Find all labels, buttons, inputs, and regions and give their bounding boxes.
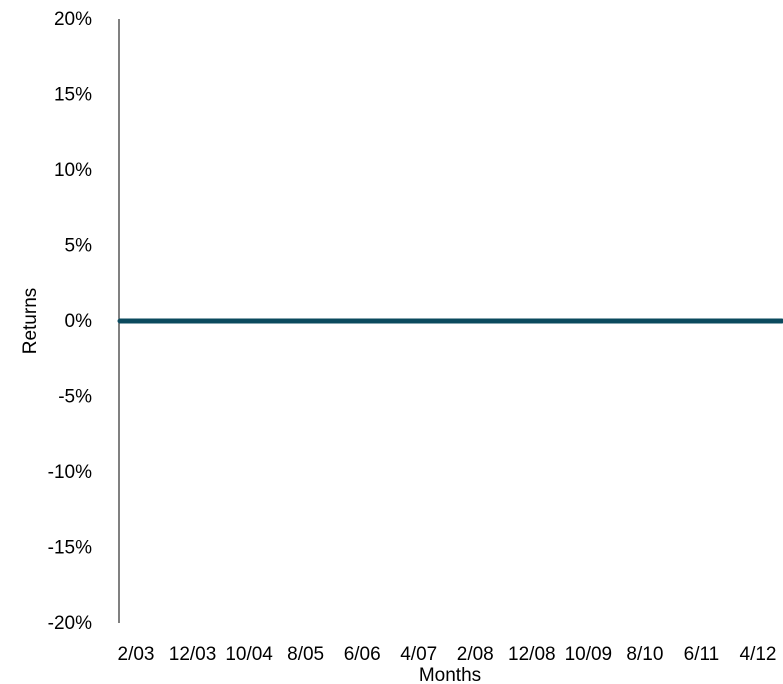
x-tick-label: 12/03	[169, 644, 217, 665]
x-tick-label: 8/10	[626, 644, 663, 665]
x-tick-label: 4/07	[400, 644, 437, 665]
y-tick-label: 20%	[54, 9, 92, 30]
x-tick-label: 2/03	[118, 644, 155, 665]
y-tick-label: -20%	[48, 613, 92, 634]
y-tick-labels: 20% 15% 10% 5% 0% -5% -10% -15% -20%	[48, 9, 92, 634]
y-tick-label: 10%	[54, 160, 92, 181]
y-tick-label: 5%	[65, 236, 93, 257]
y-tick-label: 0%	[65, 311, 93, 332]
x-tick-label: 6/11	[684, 644, 720, 665]
x-tick-label: 4/12	[740, 644, 777, 665]
y-tick-label: -5%	[58, 387, 92, 408]
y-tick-label: 15%	[54, 85, 92, 106]
x-tick-label: 10/09	[565, 644, 613, 665]
y-tick-label: -10%	[48, 462, 92, 483]
y-axis-title: Returns	[20, 288, 41, 355]
x-tick-label: 6/06	[344, 644, 381, 665]
x-axis-title: Months	[419, 665, 481, 684]
x-tick-label: 12/08	[508, 644, 556, 665]
x-tick-label: 2/08	[457, 644, 494, 665]
y-tick-label: -15%	[48, 538, 92, 559]
x-tick-label: 10/04	[225, 644, 273, 665]
x-tick-label: 8/05	[287, 644, 324, 665]
x-tick-labels: 2/03 12/03 10/04 8/05 6/06 4/07 2/08 12/08 10/09…	[118, 644, 777, 665]
